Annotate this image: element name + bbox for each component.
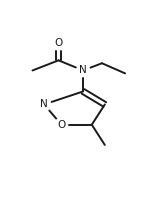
Text: N: N (79, 66, 87, 75)
Text: N: N (40, 99, 48, 109)
Text: O: O (54, 38, 63, 48)
Text: O: O (57, 120, 66, 130)
